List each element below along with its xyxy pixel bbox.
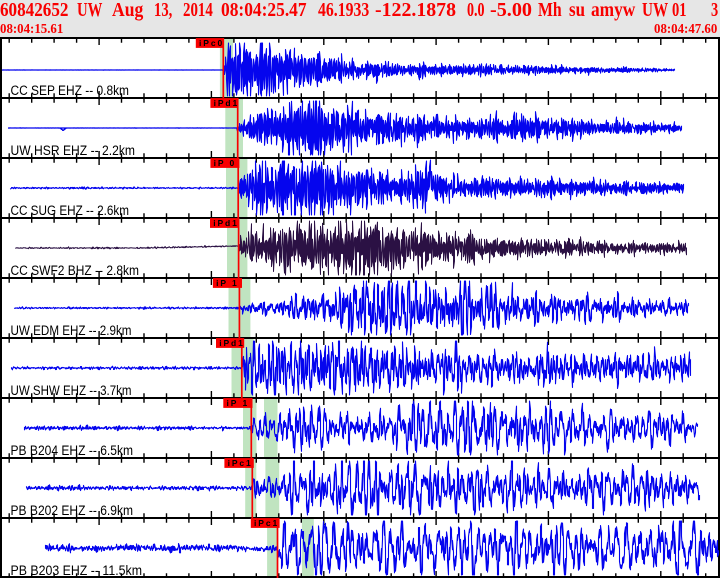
svg-text:PB B202 EHZ -- 6.9km: PB B202 EHZ -- 6.9km: [11, 503, 134, 518]
svg-text:iPd1: iPd1: [214, 98, 240, 108]
svg-text:UW HSR EHZ -- 2.2km: UW HSR EHZ -- 2.2km: [11, 143, 136, 158]
svg-text:CC SEP EHZ -- 0.8km: CC SEP EHZ -- 0.8km: [11, 83, 130, 98]
svg-text:UW EDM EHZ -- 2.9km: UW EDM EHZ -- 2.9km: [11, 323, 132, 338]
svg-text:PB B203 EHZ -- 11.5km: PB B203 EHZ -- 11.5km: [11, 563, 143, 578]
svg-text:iPc1: iPc1: [228, 458, 253, 468]
svg-text:iPc1: iPc1: [254, 518, 279, 528]
svg-text:CC SWF2 BHZ -- 2.8km: CC SWF2 BHZ -- 2.8km: [11, 263, 140, 278]
svg-text:PB B204 EHZ -- 6.5km: PB B204 EHZ -- 6.5km: [11, 443, 134, 458]
svg-text:UW SHW EHZ -- 3.7km: UW SHW EHZ -- 3.7km: [11, 383, 132, 398]
svg-text:iPc0: iPc0: [199, 38, 224, 48]
svg-text:iP 1: iP 1: [227, 398, 250, 408]
svg-text:iP 1: iP 1: [216, 278, 239, 288]
svg-text:iP 0: iP 0: [214, 158, 237, 168]
svg-text:iPd1: iPd1: [219, 338, 245, 348]
svg-text:iPd1: iPd1: [213, 218, 239, 228]
svg-text:CC SUG EHZ -- 2.6km: CC SUG EHZ -- 2.6km: [11, 203, 130, 218]
